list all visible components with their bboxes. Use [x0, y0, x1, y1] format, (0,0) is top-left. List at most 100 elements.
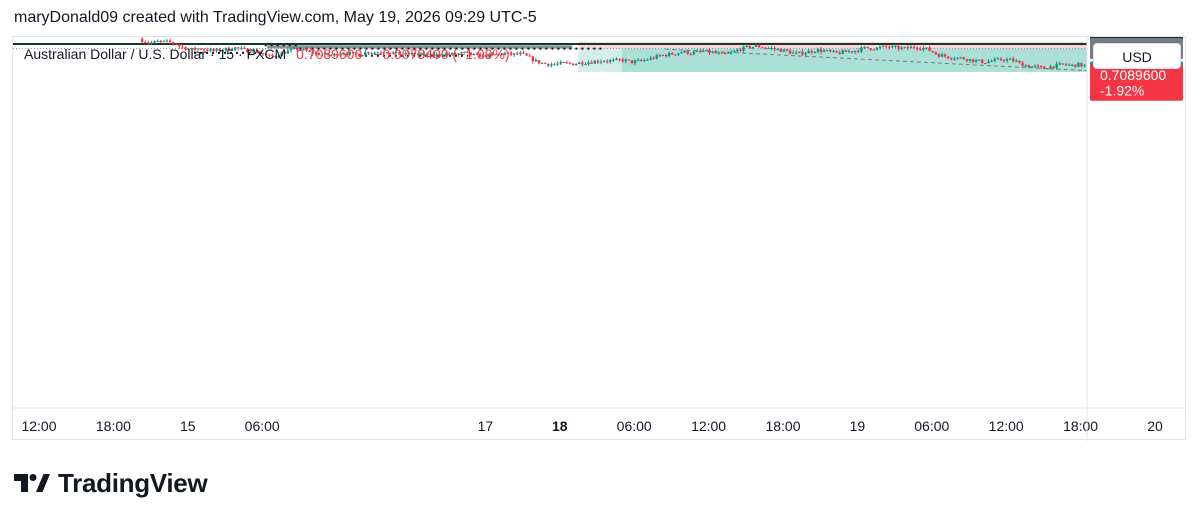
candle-body-29[interactable]: [230, 49, 234, 51]
candle-body-96[interactable]: [438, 54, 441, 56]
candle-body-167[interactable]: [658, 55, 662, 57]
candle-body-176[interactable]: [686, 50, 689, 55]
candle-body-95[interactable]: [435, 54, 438, 57]
candle-body-174[interactable]: [680, 52, 683, 54]
candle-body-290[interactable]: [1039, 66, 1043, 68]
candle-body-68[interactable]: [351, 52, 355, 54]
candle-body-4[interactable]: [153, 41, 156, 43]
candle-body-21[interactable]: [206, 49, 209, 51]
candle-body-152[interactable]: [612, 59, 615, 61]
candle-body-75[interactable]: [373, 52, 376, 54]
candle-body-74[interactable]: [370, 53, 373, 55]
candle-body-201[interactable]: [764, 47, 767, 49]
candle-body-196[interactable]: [748, 45, 751, 49]
candle-body-117[interactable]: [503, 53, 507, 55]
candle-body-236[interactable]: [872, 49, 875, 51]
candle-body-78[interactable]: [382, 52, 386, 54]
candle-body-192[interactable]: [736, 49, 739, 52]
candle-body-160[interactable]: [636, 59, 640, 61]
candle-body-280[interactable]: [1008, 58, 1012, 60]
candle-body-109[interactable]: [478, 53, 482, 58]
candle-body-71[interactable]: [361, 55, 364, 57]
candle-body-64[interactable]: [339, 54, 342, 56]
candle-body-213[interactable]: [801, 51, 804, 55]
candle-body-118[interactable]: [506, 52, 510, 54]
candle-body-261[interactable]: [950, 58, 953, 60]
candle-body-212[interactable]: [798, 51, 801, 53]
candle-body-178[interactable]: [692, 51, 696, 55]
candle-body-204[interactable]: [773, 47, 776, 50]
candle-body-56[interactable]: [314, 52, 317, 54]
candle-body-62[interactable]: [333, 53, 336, 56]
take-profit-zone-inner[interactable]: [621, 48, 1187, 72]
candle-body-181[interactable]: [702, 51, 705, 53]
candle-body-124[interactable]: [525, 53, 528, 56]
candle-body-209[interactable]: [788, 50, 792, 54]
candle-body-99[interactable]: [447, 53, 451, 55]
candle-body-182[interactable]: [705, 49, 708, 52]
candle-body-103[interactable]: [460, 52, 463, 54]
candle-body-51[interactable]: [299, 49, 302, 51]
candle-body-26[interactable]: [221, 50, 224, 52]
candle-body-175[interactable]: [683, 50, 686, 53]
candle-body-125[interactable]: [528, 55, 531, 57]
candle-body-274[interactable]: [990, 60, 993, 62]
candle-body-90[interactable]: [419, 53, 423, 55]
candle-body-53[interactable]: [305, 49, 308, 52]
candle-body-249[interactable]: [912, 46, 916, 48]
candle-body-234[interactable]: [866, 46, 869, 49]
candle-body-140[interactable]: [574, 63, 578, 66]
candle-body-82[interactable]: [395, 51, 398, 53]
candle-body-179[interactable]: [695, 50, 699, 52]
candle-body-116[interactable]: [500, 53, 503, 55]
candle-body-252[interactable]: [922, 47, 925, 50]
candle-body-147[interactable]: [596, 60, 600, 63]
candle-body-1[interactable]: [144, 42, 147, 44]
candle-body-247[interactable]: [906, 46, 910, 49]
candle-body-265[interactable]: [962, 57, 965, 60]
candle-body-267[interactable]: [968, 59, 972, 61]
candle-body-24[interactable]: [215, 48, 218, 52]
candle-body-232[interactable]: [860, 47, 863, 52]
candle-body-46[interactable]: [283, 52, 286, 54]
candle-body-22[interactable]: [209, 49, 212, 51]
candle-body-298[interactable]: [1064, 64, 1068, 66]
candle-body-266[interactable]: [965, 59, 968, 61]
candle-body-47[interactable]: [286, 50, 290, 54]
candle-body-210[interactable]: [791, 52, 795, 54]
candle-body-136[interactable]: [562, 61, 565, 63]
candle-body-69[interactable]: [354, 52, 358, 54]
candle-body-288[interactable]: [1033, 65, 1037, 67]
candle-body-83[interactable]: [398, 51, 401, 55]
candle-body-20[interactable]: [202, 49, 206, 51]
candle-body-18[interactable]: [196, 48, 200, 50]
candle-body-291[interactable]: [1043, 66, 1046, 69]
candle-body-126[interactable]: [531, 56, 534, 62]
candle-body-9[interactable]: [168, 40, 172, 43]
candle-body-149[interactable]: [602, 61, 606, 63]
candle-body-293[interactable]: [1049, 66, 1052, 69]
candle-body-86[interactable]: [407, 52, 410, 55]
candle-body-264[interactable]: [959, 57, 962, 59]
candle-body-202[interactable]: [767, 48, 770, 50]
candle-body-263[interactable]: [956, 57, 959, 59]
candle-body-15[interactable]: [187, 48, 190, 50]
candle-body-153[interactable]: [615, 58, 618, 60]
candle-body-143[interactable]: [584, 63, 587, 65]
candle-body-244[interactable]: [897, 45, 900, 49]
candle-body-84[interactable]: [401, 54, 404, 56]
candle-body-255[interactable]: [931, 50, 934, 53]
candle-body-73[interactable]: [367, 52, 370, 54]
candle-body-222[interactable]: [829, 49, 832, 52]
candle-body-185[interactable]: [714, 51, 717, 54]
candle-body-189[interactable]: [726, 52, 730, 54]
candle-body-278[interactable]: [1002, 60, 1006, 62]
candle-body-65[interactable]: [342, 53, 345, 55]
candlestick-chart[interactable]: 12:00 18:00 15 06:00 17 18 06:00 12:00 18:00 19 06…: [13, 37, 1187, 441]
candle-body-5[interactable]: [156, 41, 159, 43]
candle-body-214[interactable]: [804, 53, 807, 55]
candle-body-161[interactable]: [640, 59, 643, 61]
candle-body-134[interactable]: [556, 63, 559, 65]
candle-body-67[interactable]: [348, 52, 352, 55]
candle-body-14[interactable]: [184, 47, 187, 50]
